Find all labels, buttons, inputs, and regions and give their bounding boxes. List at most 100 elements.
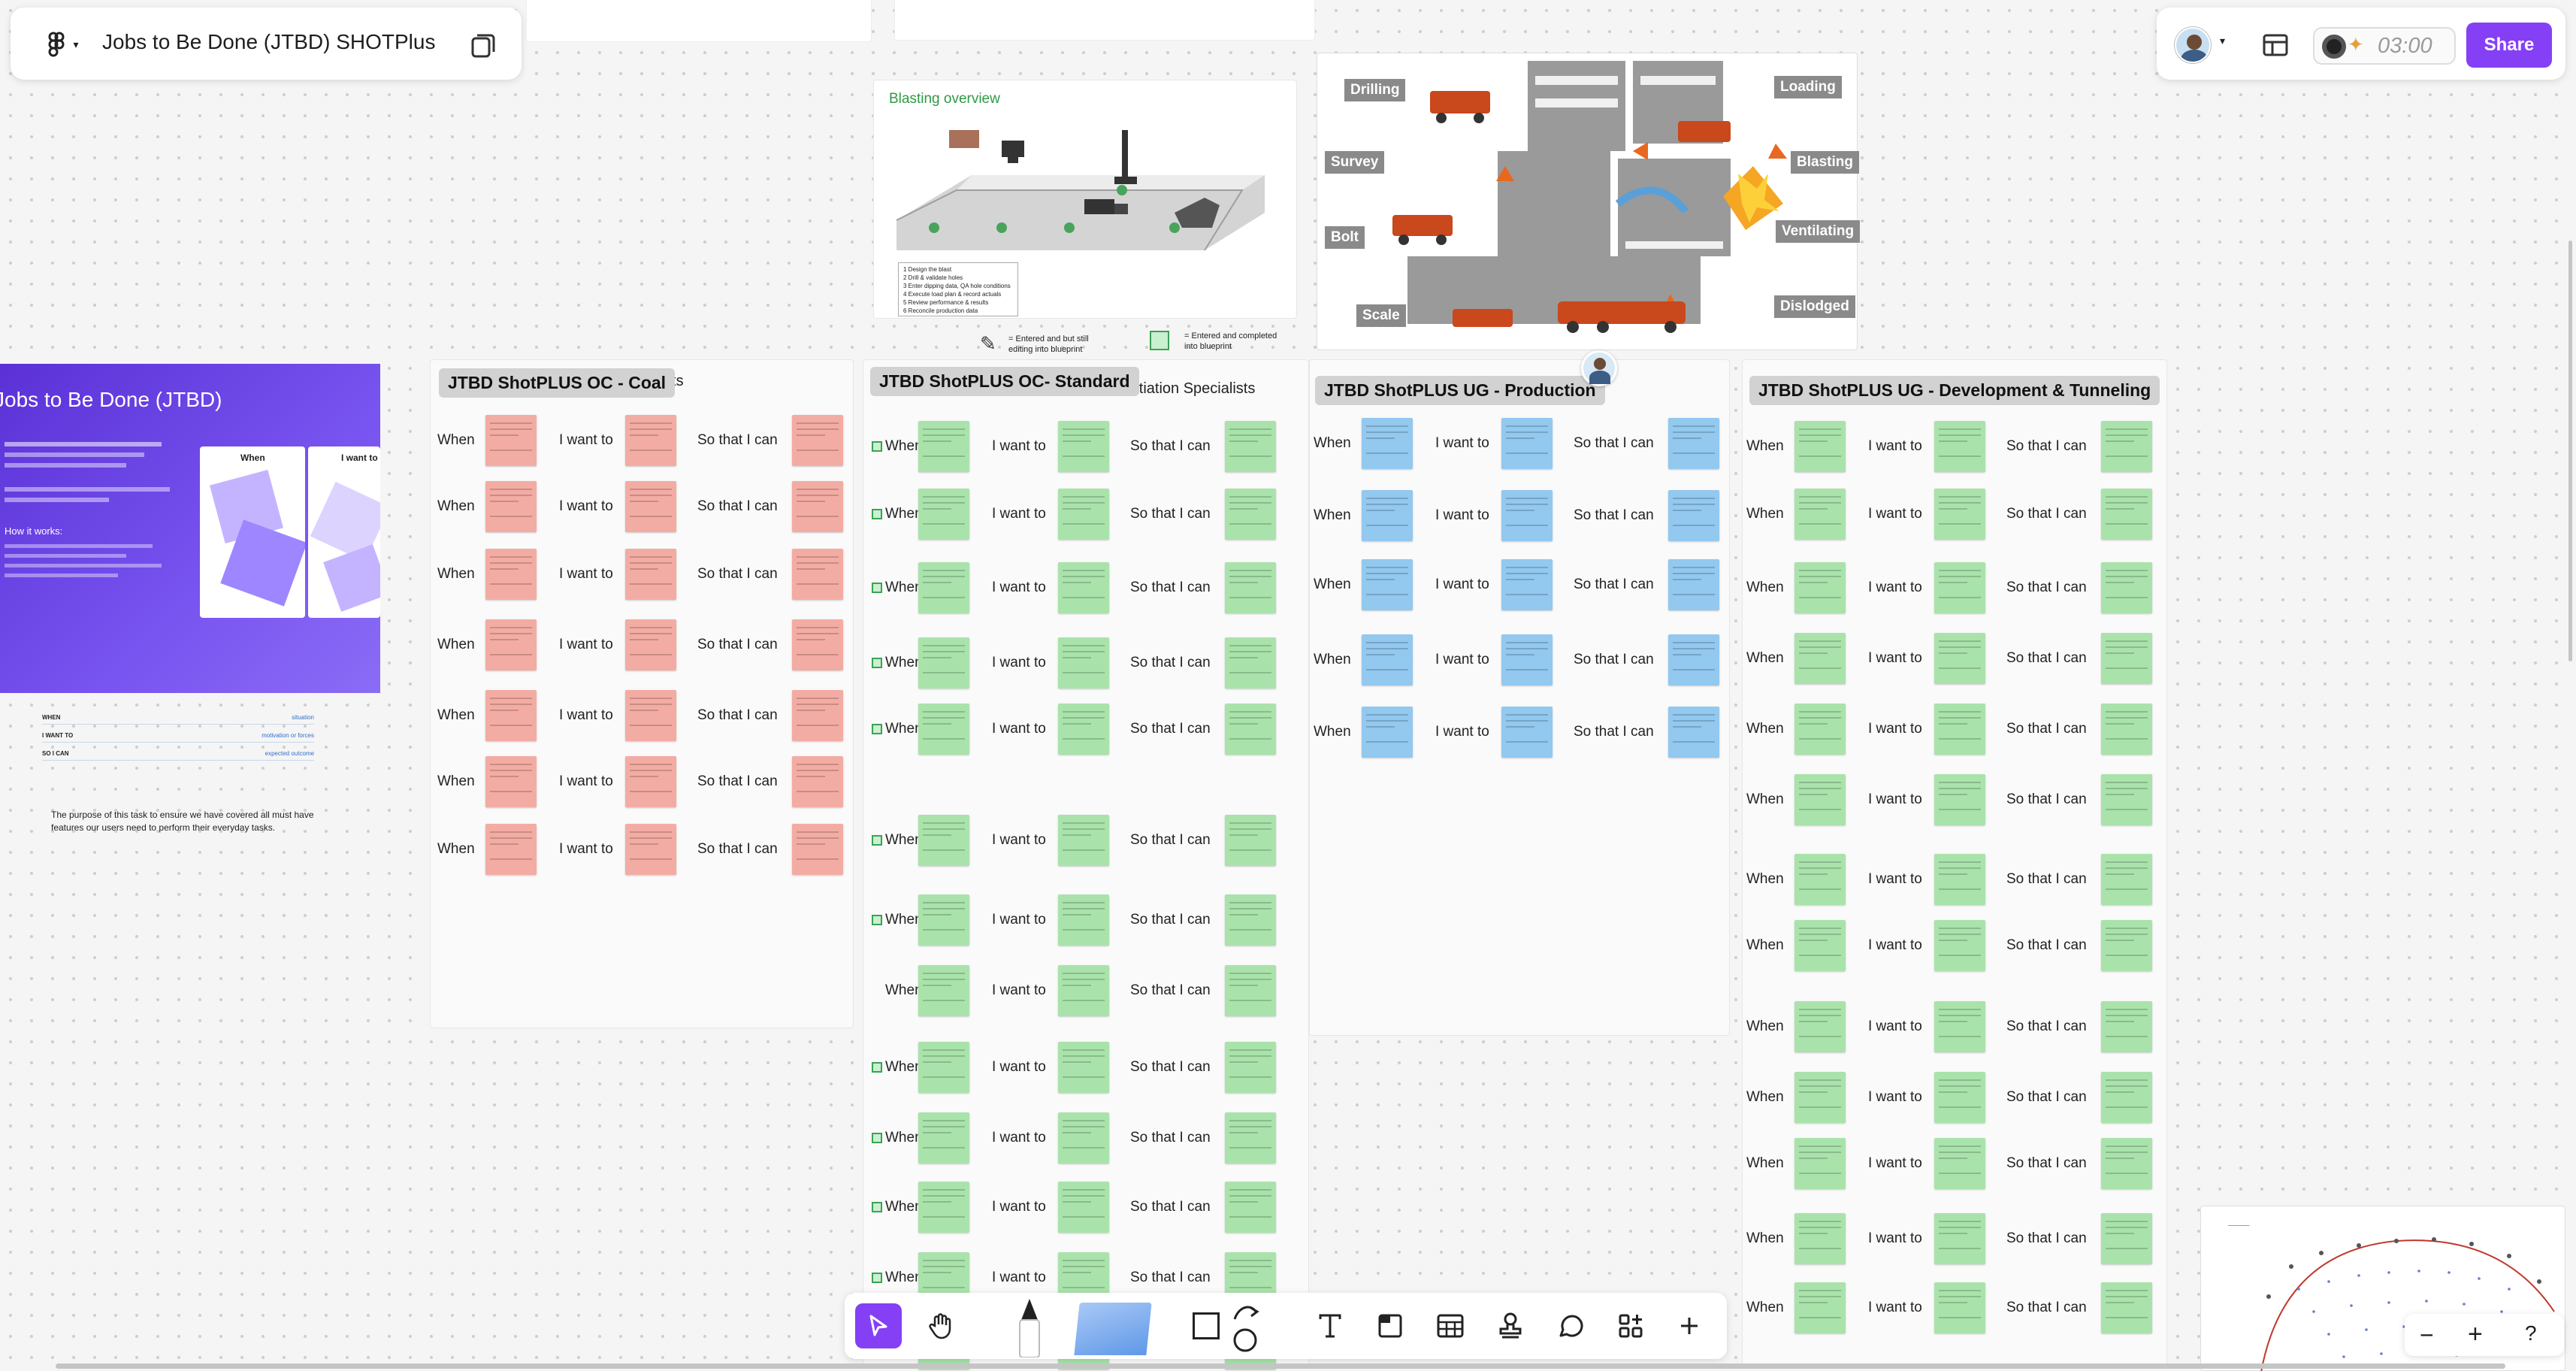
sticky-note[interactable] (1225, 421, 1276, 472)
sticky-note[interactable] (1058, 704, 1109, 755)
sticky-note[interactable] (625, 549, 676, 600)
zoom-out-button[interactable]: − (2420, 1321, 2434, 1348)
file-title[interactable]: Jobs to Be Done (JTBD) SHOTPlus (102, 30, 436, 53)
zoom-in-button[interactable]: + (2468, 1320, 2483, 1348)
sticky-note[interactable] (1058, 489, 1109, 540)
sticky-note[interactable] (1501, 559, 1553, 610)
sticky-note[interactable] (1225, 562, 1276, 613)
sticky-note[interactable] (1934, 1072, 1985, 1123)
sticky-note[interactable] (2101, 1213, 2152, 1264)
sticky-note[interactable] (1794, 421, 1846, 472)
sticky-note[interactable] (1794, 704, 1846, 755)
sticky-note[interactable] (1362, 559, 1413, 610)
sticky-note[interactable] (1058, 562, 1109, 613)
pages-toggle-button[interactable] (467, 30, 499, 62)
sticky-note[interactable] (2101, 421, 2152, 472)
sticky-note[interactable] (1058, 1182, 1109, 1233)
section-title-oc-coal[interactable]: JTBD ShotPLUS OC - Coal (439, 368, 676, 398)
more-tools-button[interactable] (1670, 1305, 1709, 1347)
sticky-note[interactable] (1225, 965, 1276, 1016)
sticky-note[interactable] (1225, 894, 1276, 946)
widgets-tool-button[interactable] (1611, 1305, 1650, 1347)
sticky-note[interactable] (1225, 1182, 1276, 1233)
sticky-note[interactable] (1934, 774, 1985, 825)
stamp-tool-button[interactable] (1491, 1305, 1530, 1347)
section-tool-button[interactable] (1371, 1305, 1410, 1347)
sticky-note[interactable] (1668, 707, 1719, 758)
sticky-note[interactable] (1058, 965, 1109, 1016)
sticky-note[interactable] (485, 690, 537, 741)
sticky-note[interactable] (1794, 1138, 1846, 1189)
sticky-note[interactable] (2101, 1072, 2152, 1123)
comment-tool-button[interactable] (1551, 1305, 1590, 1347)
section-title-oc-standard[interactable]: JTBD ShotPLUS OC- Standard (870, 367, 1139, 396)
sticky-note[interactable] (2101, 1001, 2152, 1052)
marker-tool-button[interactable] (1007, 1293, 1052, 1359)
sticky-note[interactable] (485, 549, 537, 600)
sticky-note[interactable] (2101, 1282, 2152, 1333)
collaborator-avatar[interactable] (1581, 350, 1617, 386)
sticky-note[interactable] (1934, 704, 1985, 755)
sticky-note[interactable] (2101, 489, 2152, 540)
sticky-note[interactable] (1668, 490, 1719, 541)
sticky-note[interactable] (918, 894, 969, 946)
sticky-note[interactable] (1794, 562, 1846, 613)
sticky-note[interactable] (1225, 704, 1276, 755)
sticky-note[interactable] (792, 824, 843, 875)
connector-tool-button[interactable] (1226, 1300, 1264, 1353)
shape-tool-button[interactable] (1186, 1305, 1226, 1347)
sticky-note[interactable] (792, 756, 843, 807)
sticky-note[interactable] (918, 1042, 969, 1093)
sticky-note[interactable] (2101, 854, 2152, 905)
sticky-note[interactable] (1794, 633, 1846, 684)
sticky-note[interactable] (1058, 1042, 1109, 1093)
section-title-ug-development[interactable]: JTBD ShotPLUS UG - Development & Tunneli… (1749, 376, 2160, 405)
sticky-note[interactable] (1794, 1282, 1846, 1333)
sticky-note[interactable] (1225, 1042, 1276, 1093)
sticky-note[interactable] (1794, 489, 1846, 540)
jtbd-intro-card[interactable]: Jobs to Be Done (JTBD) How it works: Whe… (0, 364, 380, 693)
sticky-note[interactable] (2101, 920, 2152, 971)
sticky-note[interactable] (1668, 559, 1719, 610)
sticky-note[interactable] (1501, 490, 1553, 541)
sticky-note[interactable] (1058, 1112, 1109, 1164)
sticky-note[interactable] (625, 756, 676, 807)
sticky-note[interactable] (1225, 489, 1276, 540)
sticky-note[interactable] (1934, 489, 1985, 540)
sticky-note[interactable] (1794, 1072, 1846, 1123)
sticky-note[interactable] (1501, 707, 1553, 758)
move-tool-button[interactable] (855, 1303, 902, 1348)
layout-panel-button[interactable] (2259, 29, 2292, 62)
hand-tool-button[interactable] (920, 1303, 962, 1348)
sticky-note[interactable] (1362, 490, 1413, 541)
sticky-note[interactable] (1934, 920, 1985, 971)
horizontal-scrollbar[interactable] (56, 1363, 2505, 1369)
sticky-note[interactable] (485, 415, 537, 466)
sticky-note[interactable] (1794, 774, 1846, 825)
sticky-note[interactable] (1794, 1001, 1846, 1052)
sticky-note[interactable] (2101, 704, 2152, 755)
sticky-note[interactable] (1501, 418, 1553, 469)
sticky-note[interactable] (625, 481, 676, 532)
sticky-note[interactable] (1794, 854, 1846, 905)
sticky-note[interactable] (485, 824, 537, 875)
table-tool-button[interactable] (1431, 1305, 1470, 1347)
sticky-note[interactable] (1058, 637, 1109, 689)
vertical-scrollbar[interactable] (2568, 241, 2572, 661)
sticky-note[interactable] (625, 824, 676, 875)
sticky-note[interactable] (918, 965, 969, 1016)
chevron-down-icon[interactable]: ▾ (2220, 35, 2226, 47)
sticky-note[interactable] (1934, 633, 1985, 684)
sticky-note[interactable] (1668, 418, 1719, 469)
main-menu-button[interactable]: ▾ (36, 32, 89, 57)
sticky-note[interactable] (792, 619, 843, 670)
sticky-note[interactable] (918, 562, 969, 613)
sticky-note[interactable] (1225, 1112, 1276, 1164)
sticky-note[interactable] (1058, 815, 1109, 866)
sticky-note[interactable] (1668, 634, 1719, 686)
avatar[interactable] (2175, 27, 2211, 63)
sticky-note[interactable] (1934, 1138, 1985, 1189)
sticky-note[interactable] (485, 481, 537, 532)
sticky-note[interactable] (625, 415, 676, 466)
sticky-note[interactable] (792, 549, 843, 600)
